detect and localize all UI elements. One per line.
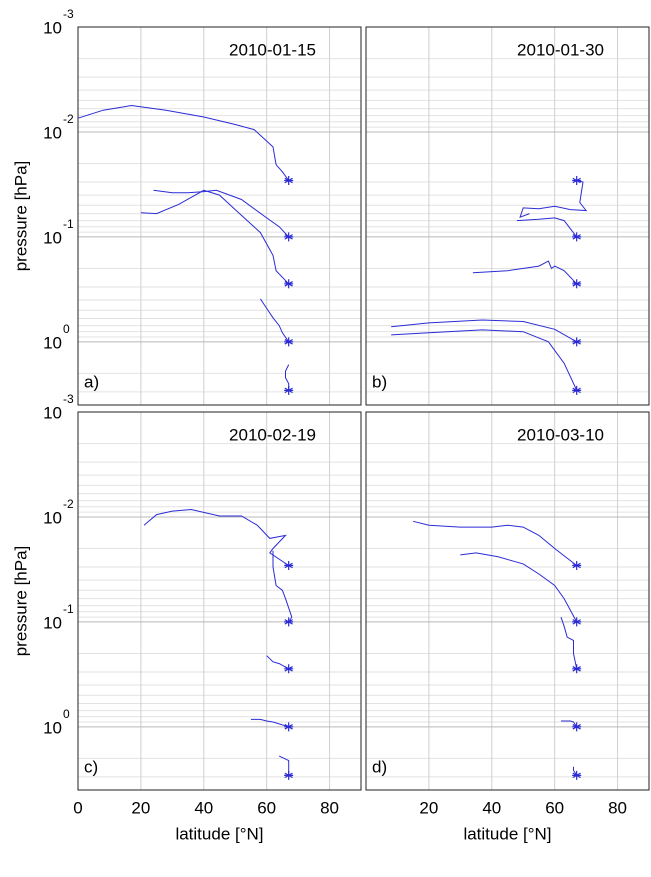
- end-marker: [572, 385, 582, 395]
- x-tick-label: 40: [194, 798, 213, 817]
- data-line: [560, 616, 578, 669]
- y-tick-exponent: 0: [63, 707, 70, 721]
- data-line: [272, 550, 293, 623]
- data-line: [266, 655, 289, 670]
- plot-frame: [77, 26, 362, 406]
- panel-title: 2010-02-19: [229, 425, 316, 444]
- data-line: [278, 755, 290, 776]
- data-line: [140, 189, 290, 285]
- end-marker: [284, 337, 294, 347]
- x-axis-label: latitude [°N]: [175, 824, 263, 843]
- end-marker: [572, 770, 582, 780]
- panel-label: b): [372, 372, 387, 391]
- y-tick-exponent: -2: [63, 497, 74, 511]
- end-marker: [572, 279, 582, 289]
- y-tick-label: 10: [43, 403, 62, 422]
- x-tick-label: 80: [608, 798, 627, 817]
- end-marker: [284, 664, 294, 674]
- x-tick-label: 60: [257, 798, 276, 817]
- y-tick-label: 10: [43, 228, 62, 247]
- end-marker: [284, 385, 294, 395]
- y-tick-label: 10: [43, 18, 62, 37]
- data-line: [516, 217, 578, 238]
- panel: 20 40 60 80 2010-03-10 d) latitude [°N]: [365, 411, 650, 843]
- data-line: [413, 520, 578, 566]
- y-tick-exponent: 0: [63, 322, 70, 336]
- plot-frame: [77, 411, 362, 791]
- data-line: [153, 189, 290, 238]
- end-marker: [572, 175, 582, 185]
- y-tick-exponent: -3: [63, 392, 74, 406]
- data-line: [391, 329, 578, 391]
- x-tick-label: 20: [419, 798, 438, 817]
- end-marker: [284, 560, 294, 570]
- x-tick-label: 80: [320, 798, 339, 817]
- y-tick-label: 10: [43, 613, 62, 632]
- data-line: [259, 298, 290, 343]
- x-tick-label: 0: [73, 798, 82, 817]
- y-tick-exponent: -1: [63, 217, 74, 231]
- panel-title: 2010-03-10: [517, 425, 604, 444]
- data-line: [143, 508, 289, 566]
- panel-title: 2010-01-15: [229, 40, 316, 59]
- y-tick-exponent: -3: [63, 7, 74, 21]
- y-tick-label: 10: [43, 508, 62, 527]
- panel: 0 20 40 60 8010-310-210-11002010-02-19c)pres…: [11, 392, 362, 843]
- panel: 2010-01-30 b): [365, 26, 650, 406]
- end-marker: [284, 175, 294, 185]
- data-line: [561, 720, 578, 728]
- x-tick-label: 40: [482, 798, 501, 817]
- end-marker: [284, 770, 294, 780]
- panel-label: a): [84, 372, 99, 391]
- panel-title: 2010-01-30: [517, 40, 604, 59]
- y-axis-label: pressure [hPa]: [11, 161, 30, 272]
- x-tick-label: 60: [545, 798, 564, 817]
- y-tick-exponent: -1: [63, 602, 74, 616]
- panel-label: c): [84, 757, 98, 776]
- data-line: [285, 364, 290, 391]
- end-marker: [572, 232, 582, 242]
- plot-frame: [365, 26, 650, 406]
- data-line: [460, 552, 578, 623]
- end-marker: [572, 617, 582, 627]
- data-line: [391, 319, 577, 343]
- y-tick-label: 10: [43, 123, 62, 142]
- end-marker: [572, 664, 582, 674]
- end-marker: [284, 232, 294, 242]
- x-axis-label: latitude [°N]: [463, 824, 551, 843]
- end-marker: [572, 560, 582, 570]
- end-marker: [284, 617, 294, 627]
- data-line: [573, 766, 578, 776]
- end-marker: [284, 279, 294, 289]
- y-axis-label: pressure [hPa]: [11, 546, 30, 657]
- data-line: [519, 180, 588, 219]
- panel-label: d): [372, 757, 387, 776]
- end-marker: [572, 722, 582, 732]
- plot-frame: [365, 411, 650, 791]
- data-line: [250, 718, 289, 728]
- y-tick-label: 10: [43, 718, 62, 737]
- data-line: [77, 104, 290, 181]
- end-marker: [572, 337, 582, 347]
- y-tick-exponent: -2: [63, 112, 74, 126]
- y-tick-label: 10: [43, 333, 62, 352]
- x-tick-label: 20: [131, 798, 150, 817]
- data-line: [472, 260, 578, 285]
- end-marker: [284, 722, 294, 732]
